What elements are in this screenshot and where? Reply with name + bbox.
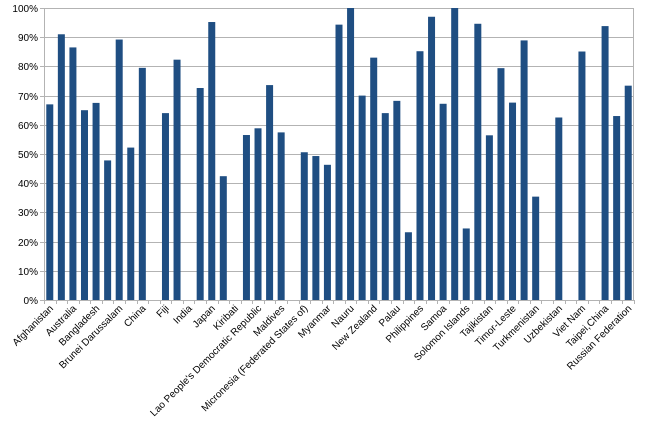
bars bbox=[46, 8, 632, 301]
bar bbox=[323, 164, 331, 300]
bar bbox=[127, 147, 135, 300]
y-tick-label: 0% bbox=[24, 296, 39, 307]
bar bbox=[196, 88, 204, 300]
bar bbox=[335, 24, 343, 300]
bar bbox=[416, 51, 424, 300]
bar bbox=[266, 85, 274, 300]
bar bbox=[462, 228, 470, 300]
bar bbox=[208, 22, 216, 301]
bar bbox=[57, 34, 65, 300]
bar bbox=[242, 135, 250, 300]
bar bbox=[439, 103, 447, 300]
axes bbox=[40, 8, 635, 304]
y-tick-label: 70% bbox=[18, 92, 38, 103]
bar bbox=[404, 232, 412, 300]
y-tick-label: 60% bbox=[18, 121, 38, 132]
bar bbox=[497, 68, 505, 301]
bar bbox=[92, 102, 100, 301]
y-tick-label: 100% bbox=[12, 4, 38, 15]
y-tick-labels: 0% 10% 20% 30% 40% 50% 60% 70% 80% 90% 100% bbox=[12, 4, 38, 307]
bar bbox=[161, 113, 169, 301]
x-tick-label: China bbox=[122, 303, 149, 330]
bar bbox=[428, 16, 436, 300]
bar bbox=[520, 40, 528, 300]
y-tick-label: 50% bbox=[18, 150, 38, 161]
bar bbox=[393, 100, 401, 300]
bar bbox=[485, 135, 493, 300]
bar bbox=[104, 160, 112, 300]
bar bbox=[381, 113, 389, 301]
bar bbox=[358, 95, 366, 300]
bar bbox=[601, 26, 609, 300]
y-tick-label: 20% bbox=[18, 238, 38, 249]
bar bbox=[509, 102, 517, 300]
bar bbox=[312, 156, 320, 300]
bar bbox=[277, 132, 285, 300]
bar bbox=[254, 128, 262, 300]
bar bbox=[555, 117, 563, 300]
y-tick-label: 10% bbox=[18, 267, 38, 278]
bar bbox=[613, 116, 621, 300]
bar bbox=[219, 176, 227, 300]
bar bbox=[173, 59, 181, 301]
bar bbox=[115, 39, 123, 300]
bar bbox=[69, 47, 77, 300]
bar bbox=[300, 152, 308, 300]
y-tick-label: 90% bbox=[18, 33, 38, 44]
bar bbox=[138, 67, 146, 300]
y-tick-label: 30% bbox=[18, 208, 38, 219]
bar bbox=[370, 57, 378, 300]
bar bbox=[532, 196, 540, 300]
y-tick-label: 80% bbox=[18, 62, 38, 73]
bar bbox=[46, 104, 54, 300]
bar bbox=[80, 110, 88, 300]
bar bbox=[578, 51, 586, 301]
bar bbox=[474, 23, 482, 301]
bar bbox=[624, 85, 632, 300]
bar bbox=[347, 8, 355, 300]
x-tick-label: Fiji bbox=[155, 303, 172, 320]
y-tick-label: 40% bbox=[18, 179, 38, 190]
bar bbox=[451, 8, 459, 300]
